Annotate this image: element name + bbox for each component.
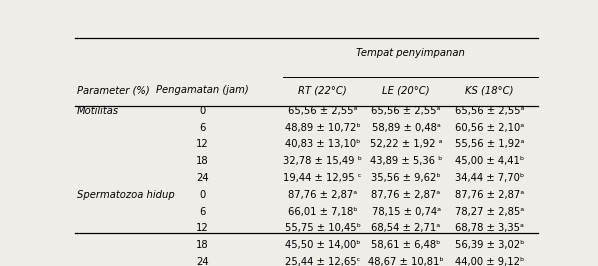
Text: 66,01 ± 7,18ᵇ: 66,01 ± 7,18ᵇ [288, 206, 358, 217]
Text: 12: 12 [196, 139, 209, 149]
Text: 34,44 ± 7,70ᵇ: 34,44 ± 7,70ᵇ [455, 173, 524, 183]
Text: 44,00 ± 9,12ᵇ: 44,00 ± 9,12ᵇ [455, 257, 524, 266]
Text: 0: 0 [199, 190, 205, 200]
Text: 55,56 ± 1,92ᵃ: 55,56 ± 1,92ᵃ [455, 139, 524, 149]
Text: 78,27 ± 2,85ᵃ: 78,27 ± 2,85ᵃ [455, 206, 524, 217]
Text: 87,76 ± 2,87ᵃ: 87,76 ± 2,87ᵃ [288, 190, 358, 200]
Text: 58,89 ± 0,48ᵃ: 58,89 ± 0,48ᵃ [372, 123, 441, 132]
Text: 24: 24 [196, 173, 209, 183]
Text: 12: 12 [196, 223, 209, 233]
Text: Motilitas: Motilitas [77, 106, 119, 116]
Text: LE (20°C): LE (20°C) [382, 85, 430, 95]
Text: 32,78 ± 15,49 ᵇ: 32,78 ± 15,49 ᵇ [283, 156, 362, 166]
Text: 65,56 ± 2,55ᵃ: 65,56 ± 2,55ᵃ [455, 106, 524, 116]
Text: 6: 6 [199, 123, 205, 132]
Text: 58,61 ± 6,48ᵇ: 58,61 ± 6,48ᵇ [371, 240, 441, 250]
Text: 45,50 ± 14,00ᵇ: 45,50 ± 14,00ᵇ [285, 240, 361, 250]
Text: 35,56 ± 9,62ᵇ: 35,56 ± 9,62ᵇ [371, 173, 441, 183]
Text: 87,76 ± 2,87ᵃ: 87,76 ± 2,87ᵃ [371, 190, 441, 200]
Text: Parameter (%): Parameter (%) [77, 85, 150, 95]
Text: Tempat penyimpanan: Tempat penyimpanan [356, 48, 465, 59]
Text: Pengamatan (jam): Pengamatan (jam) [156, 85, 249, 95]
Text: 18: 18 [196, 156, 209, 166]
Text: 18: 18 [196, 240, 209, 250]
Text: 24: 24 [196, 257, 209, 266]
Text: 55,75 ± 10,45ᵇ: 55,75 ± 10,45ᵇ [285, 223, 361, 233]
Text: 78,15 ± 0,74ᵃ: 78,15 ± 0,74ᵃ [371, 206, 441, 217]
Text: 56,39 ± 3,02ᵇ: 56,39 ± 3,02ᵇ [455, 240, 524, 250]
Text: 60,56 ± 2,10ᵃ: 60,56 ± 2,10ᵃ [455, 123, 524, 132]
Text: 25,44 ± 12,65ᶜ: 25,44 ± 12,65ᶜ [285, 257, 361, 266]
Text: 0: 0 [199, 106, 205, 116]
Text: KS (18°C): KS (18°C) [465, 85, 514, 95]
Text: 87,76 ± 2,87ᵃ: 87,76 ± 2,87ᵃ [455, 190, 524, 200]
Text: 43,89 ± 5,36 ᵇ: 43,89 ± 5,36 ᵇ [370, 156, 443, 166]
Text: 65,56 ± 2,55ᵃ: 65,56 ± 2,55ᵃ [288, 106, 358, 116]
Text: 52,22 ± 1,92 ᵃ: 52,22 ± 1,92 ᵃ [370, 139, 443, 149]
Text: 68,54 ± 2,71ᵃ: 68,54 ± 2,71ᵃ [371, 223, 441, 233]
Text: 40,83 ± 13,10ᵇ: 40,83 ± 13,10ᵇ [285, 139, 361, 149]
Text: 48,67 ± 10,81ᵇ: 48,67 ± 10,81ᵇ [368, 257, 444, 266]
Text: 68,78 ± 3,35ᵃ: 68,78 ± 3,35ᵃ [455, 223, 524, 233]
Text: 6: 6 [199, 206, 205, 217]
Text: RT (22°C): RT (22°C) [298, 85, 347, 95]
Text: 48,89 ± 10,72ᵇ: 48,89 ± 10,72ᵇ [285, 123, 361, 132]
Text: Spermatozoa hidup: Spermatozoa hidup [77, 190, 175, 200]
Text: 19,44 ± 12,95 ᶜ: 19,44 ± 12,95 ᶜ [283, 173, 362, 183]
Text: 65,56 ± 2,55ᵃ: 65,56 ± 2,55ᵃ [371, 106, 441, 116]
Text: 45,00 ± 4,41ᵇ: 45,00 ± 4,41ᵇ [455, 156, 524, 166]
